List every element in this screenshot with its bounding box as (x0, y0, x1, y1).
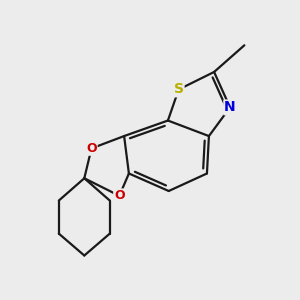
Text: O: O (114, 189, 125, 202)
Text: N: N (224, 100, 236, 114)
Text: O: O (86, 142, 97, 155)
Text: S: S (174, 82, 184, 97)
